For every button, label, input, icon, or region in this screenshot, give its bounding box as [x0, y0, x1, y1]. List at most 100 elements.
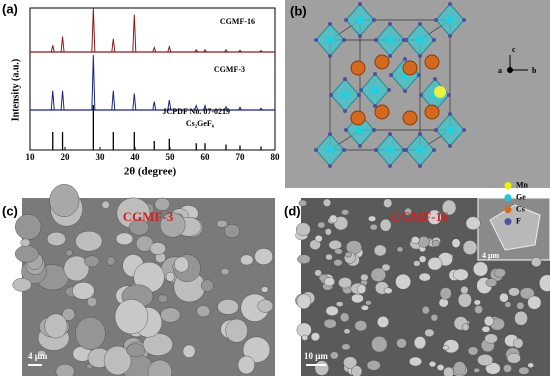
particle: [142, 333, 173, 356]
particle: [328, 239, 342, 250]
legend-label: F: [516, 216, 521, 225]
axis-origin: [507, 67, 513, 73]
f-atom: [448, 2, 452, 6]
f-atom: [448, 144, 452, 148]
f-atom: [344, 18, 348, 22]
particle: [37, 350, 46, 357]
particle: [539, 274, 550, 292]
legend-swatch: [504, 182, 512, 190]
cs-atom: [402, 60, 418, 76]
particle: [371, 336, 388, 353]
particle: [484, 333, 498, 344]
particle: [485, 278, 498, 287]
particle: [368, 215, 377, 222]
particle: [369, 223, 378, 231]
f-atom: [342, 38, 346, 42]
scale-text: 4 μm: [28, 351, 48, 361]
legend-swatch: [504, 194, 512, 202]
particle: [325, 305, 339, 316]
crystal-panel: (b) c a b: [285, 0, 550, 188]
particle: [351, 293, 364, 304]
particle: [508, 287, 520, 297]
f-atom: [329, 93, 333, 97]
particle: [341, 343, 351, 351]
scale-text: 10 μm: [304, 351, 328, 361]
particle: [174, 256, 189, 273]
peak: [203, 104, 207, 111]
particle: [341, 209, 350, 216]
particle: [472, 261, 489, 277]
f-atom: [314, 38, 318, 42]
particle: [334, 248, 343, 255]
series-label: Cs₂GeF₆: [186, 119, 215, 128]
particle: [20, 238, 31, 247]
f-atom: [328, 132, 332, 136]
peak: [60, 90, 65, 111]
ge-atom: [326, 36, 334, 44]
f-atom: [402, 148, 406, 152]
particle: [513, 338, 524, 349]
particle: [514, 311, 528, 326]
particle: [427, 209, 442, 225]
peak: [167, 100, 172, 111]
x-tick-label: 20: [61, 152, 71, 162]
particle: [531, 257, 542, 268]
f-atom: [358, 144, 362, 148]
f-atom: [387, 88, 391, 92]
particle: [427, 257, 443, 271]
particle: [467, 346, 479, 356]
ge-atom: [386, 146, 394, 154]
cs-atom: [350, 110, 366, 126]
f-atom: [343, 77, 347, 81]
particle: [493, 268, 506, 278]
particle: [499, 292, 509, 303]
f-atom: [448, 34, 452, 38]
particle: [101, 200, 110, 209]
particle: [147, 359, 172, 376]
f-atom: [432, 38, 436, 42]
particle: [323, 318, 337, 329]
particle: [344, 251, 352, 258]
particle: [44, 313, 68, 339]
ge-atom: [356, 16, 364, 24]
x-tick-label: 80: [271, 152, 281, 162]
particle: [442, 345, 450, 351]
particle: [129, 219, 150, 236]
particle: [383, 198, 393, 208]
particle: [460, 286, 469, 294]
f-atom: [462, 128, 466, 132]
particle: [55, 363, 75, 376]
f-atom: [418, 164, 422, 168]
f-atom: [372, 128, 376, 132]
f-atom: [403, 57, 407, 61]
particle: [86, 363, 93, 370]
f-atom: [447, 93, 451, 97]
particle: [462, 240, 478, 255]
particle: [240, 254, 254, 266]
particle: [149, 242, 166, 255]
f-atom: [434, 128, 438, 132]
ge-atom: [446, 126, 454, 134]
x-tick-label: 60: [201, 152, 211, 162]
f-atom: [374, 38, 378, 42]
x-axis-label: 2θ (degree): [124, 166, 177, 178]
x-tick-label: 40: [131, 152, 141, 162]
peak: [224, 105, 228, 111]
f-atom: [432, 148, 436, 152]
cs-atom: [374, 54, 390, 70]
particle: [154, 197, 171, 211]
f-atom: [344, 128, 348, 132]
particle: [421, 305, 430, 315]
ge-atom: [416, 146, 424, 154]
particle: [65, 249, 73, 257]
f-atom: [418, 132, 422, 136]
particle: [457, 292, 472, 308]
particle: [360, 273, 369, 282]
particle: [379, 218, 392, 232]
particle: [217, 299, 239, 315]
x-tick-label: 30: [96, 152, 106, 162]
peak: [152, 46, 157, 53]
crystal: [314, 2, 466, 168]
legend-swatch: [504, 206, 512, 214]
